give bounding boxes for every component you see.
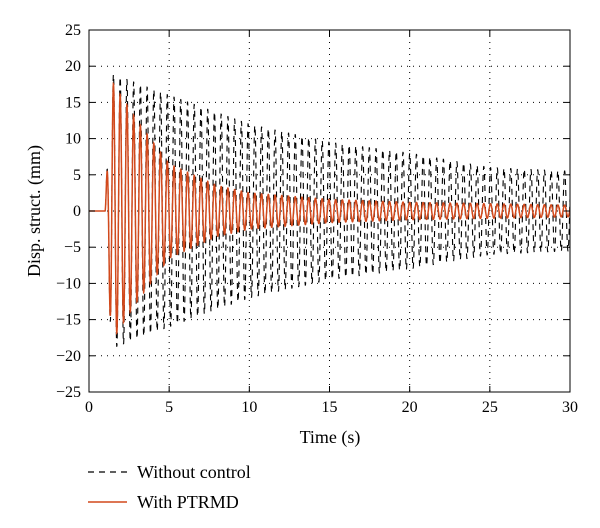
y-tick-label: 25 bbox=[65, 22, 81, 39]
x-tick-label: 30 bbox=[562, 399, 578, 416]
y-tick-label: 15 bbox=[65, 94, 81, 111]
y-tick-label: −15 bbox=[56, 312, 81, 329]
grid bbox=[89, 30, 570, 392]
x-axis-title: Time (s) bbox=[300, 427, 361, 448]
legend: Without control With PTRMD bbox=[88, 462, 251, 512]
axis-ticks: 0 5 10 15 20 25 30 25 20 15 10 5 0 −5 −10 −15 −20 −25 bbox=[56, 22, 578, 416]
y-tick-label: −10 bbox=[56, 275, 81, 292]
series-line-with-ptrmd bbox=[89, 81, 570, 336]
y-tick-label: 0 bbox=[73, 203, 81, 220]
x-tick-label: 20 bbox=[402, 399, 418, 416]
y-tick-label: 5 bbox=[73, 167, 81, 184]
legend-label-with-ptrmd: With PTRMD bbox=[137, 492, 239, 512]
y-tick-label: 10 bbox=[65, 131, 81, 148]
y-tick-label: −25 bbox=[56, 384, 81, 401]
x-tick-label: 5 bbox=[165, 399, 173, 416]
y-tick-label: −5 bbox=[64, 239, 81, 256]
x-tick-label: 0 bbox=[85, 399, 93, 416]
y-tick-label: 20 bbox=[65, 58, 81, 75]
x-tick-label: 10 bbox=[241, 399, 257, 416]
legend-label-without-control: Without control bbox=[137, 462, 251, 482]
y-tick-label: −20 bbox=[56, 348, 81, 365]
series-lines bbox=[89, 73, 570, 347]
x-tick-label: 15 bbox=[322, 399, 338, 416]
x-tick-label: 25 bbox=[482, 399, 498, 416]
y-axis-title: Disp. struct. (mm) bbox=[24, 145, 45, 277]
